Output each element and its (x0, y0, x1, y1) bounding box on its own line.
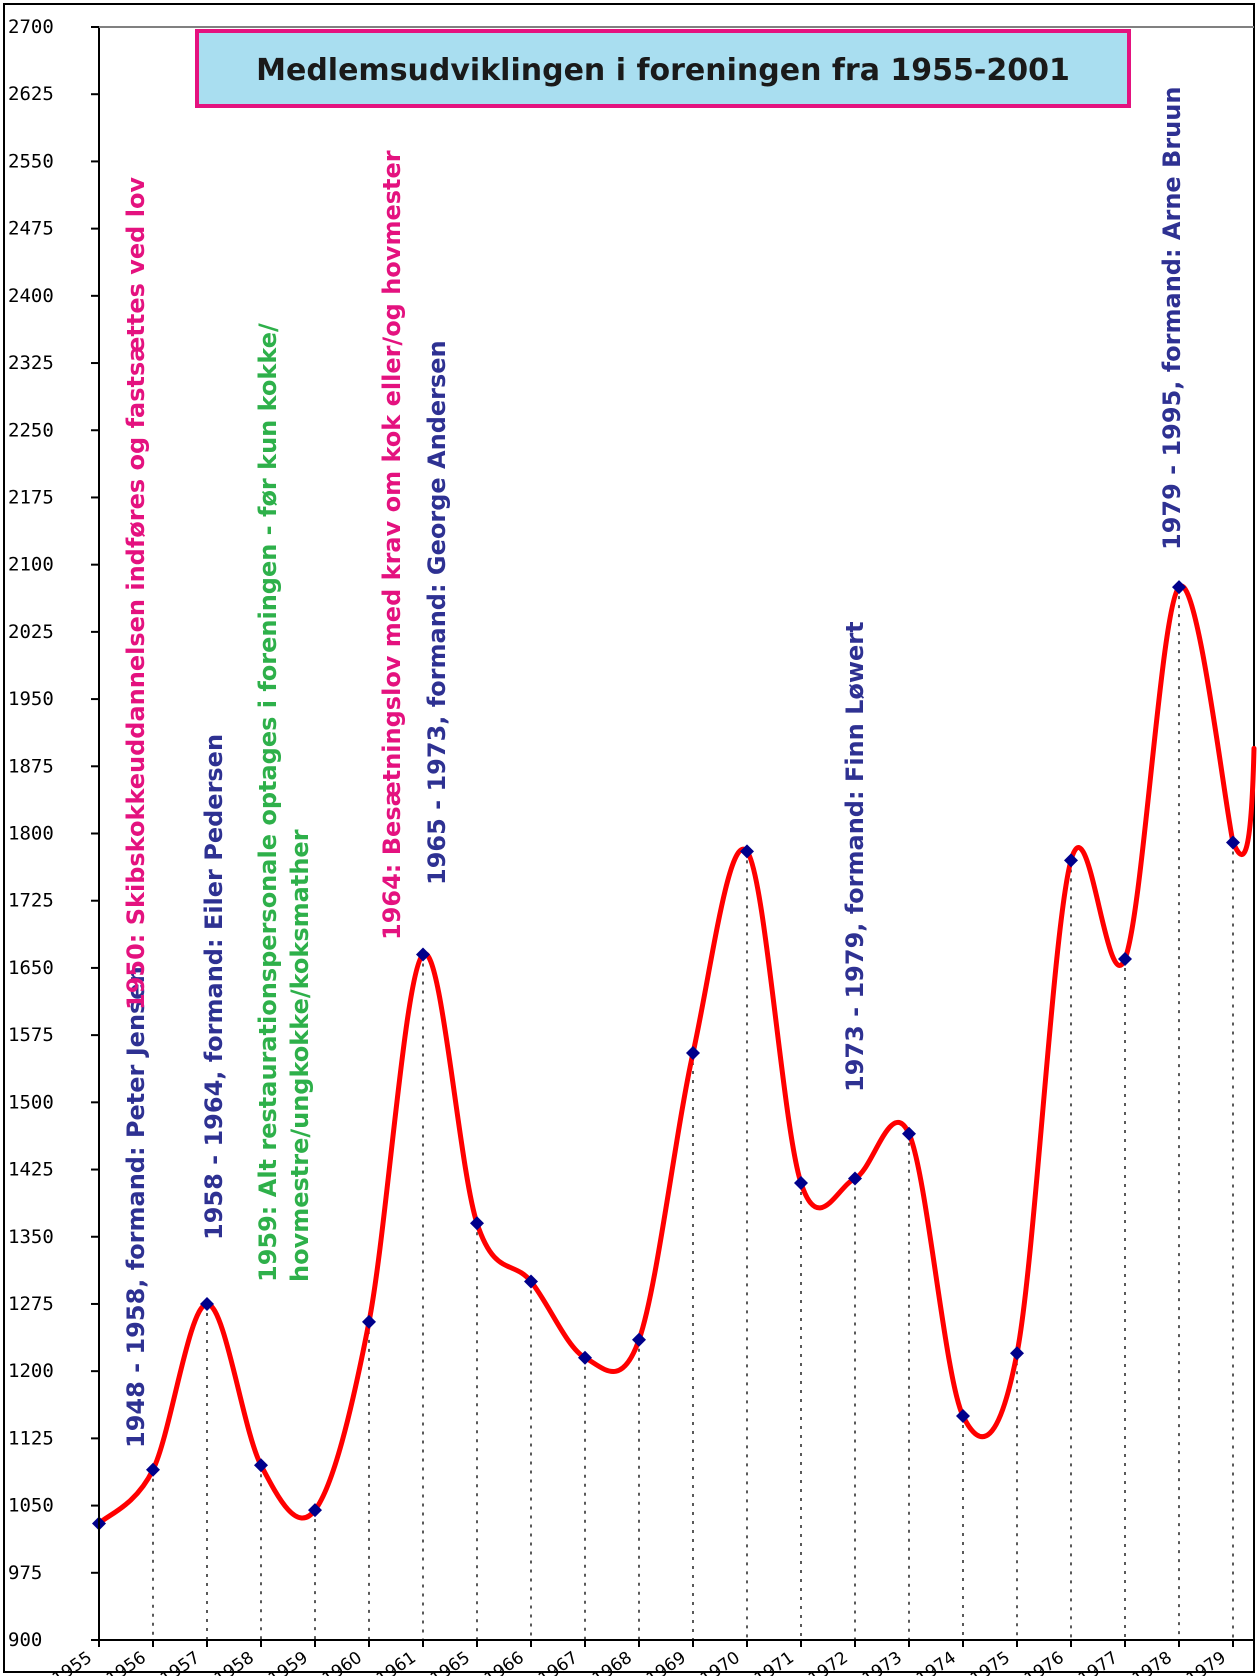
y-tick-label: 1125 (8, 1427, 54, 1449)
y-tick-label: 1950 (8, 688, 54, 710)
annotation-1959-line1: 1959: Alt restaurationspersonale optages… (254, 323, 282, 1282)
chart-title-box: Medlemsudviklingen i foreningen fra 1955… (195, 29, 1131, 108)
data-point-marker (902, 1126, 916, 1141)
data-point-marker (686, 1046, 700, 1061)
y-tick-label: 1725 (8, 890, 54, 912)
annotation-peter-jensen: 1948 - 1958, formand: Peter Jensen (122, 966, 150, 1448)
y-tick-label: 2550 (8, 150, 54, 172)
y-tick-label: 2625 (8, 83, 54, 105)
y-tick-label: 1275 (8, 1293, 54, 1315)
chart-title: Medlemsudviklingen i foreningen fra 1955… (256, 53, 1070, 88)
y-tick-label: 2025 (8, 621, 54, 643)
y-tick-label: 1500 (8, 1091, 54, 1113)
data-point-marker (146, 1462, 160, 1477)
data-point-marker (578, 1350, 592, 1365)
y-tick-label: 1350 (8, 1226, 54, 1248)
annotation-arne-bruun: 1979 - 1995, formand: Arne Bruun (1158, 87, 1186, 550)
y-tick-label: 1875 (8, 755, 54, 777)
data-point-marker (1172, 580, 1186, 595)
annotations: 1948 - 1958, formand: Peter Jensen 1950:… (122, 87, 1186, 1448)
y-tick-label: 2175 (8, 486, 54, 508)
data-point-marker (1064, 853, 1078, 868)
y-tick-label: 1200 (8, 1360, 54, 1382)
annotation-1964-law: 1964: Besætningslov med krav om kok elle… (378, 150, 406, 940)
data-point-marker (1118, 951, 1132, 966)
data-point-marker (416, 947, 430, 962)
plot-frame (3, 3, 1255, 1673)
data-point-marker (794, 1175, 808, 1190)
annotation-eiler-pedersen: 1958 - 1964, formand: Eiler Pedersen (200, 734, 228, 1240)
data-point-marker (1226, 835, 1240, 850)
y-tick-label: 2475 (8, 218, 54, 240)
data-point-marker (848, 1171, 862, 1186)
data-point-marker (362, 1314, 376, 1329)
y-tick-label: 1575 (8, 1024, 54, 1046)
y-tick-label: 1800 (8, 823, 54, 845)
data-point-marker (632, 1332, 646, 1347)
annotation-1950-law: 1950: Skibskokkeuddannelsen indføres og … (122, 177, 150, 1010)
y-tick-label: 1425 (8, 1159, 54, 1181)
y-tick-label: 900 (8, 1629, 42, 1651)
data-markers (92, 580, 1240, 1531)
data-point-marker (200, 1296, 214, 1311)
annotation-finn-lowert: 1973 - 1979, formand: Finn Løwert (841, 621, 869, 1092)
y-tick-label: 1050 (8, 1495, 54, 1517)
data-point-marker (524, 1274, 538, 1289)
annotation-george-andersen: 1965 - 1973, formand: George Andersen (423, 340, 451, 885)
data-point-marker (254, 1458, 268, 1473)
data-point-marker (740, 844, 754, 859)
data-point-marker (470, 1216, 484, 1231)
y-tick-label: 1650 (8, 957, 54, 979)
y-axis-ticks: 900 975 1050 1125 1200 1275 1350 1425 1500 1575 16… (8, 16, 99, 1651)
y-tick-label: 2100 (8, 554, 54, 576)
drop-lines (98, 587, 1234, 1640)
data-point-marker (1010, 1346, 1024, 1361)
y-tick-label: 2400 (8, 285, 54, 307)
annotation-1959-line2: hovmestre/ungkokke/koksmather (286, 829, 314, 1282)
y-tick-label: 975 (8, 1562, 42, 1584)
data-point-marker (308, 1503, 322, 1518)
y-tick-label: 2325 (8, 352, 54, 374)
y-tick-label: 2250 (8, 419, 54, 441)
data-point-marker (956, 1408, 970, 1423)
y-tick-label: 2700 (8, 16, 54, 38)
